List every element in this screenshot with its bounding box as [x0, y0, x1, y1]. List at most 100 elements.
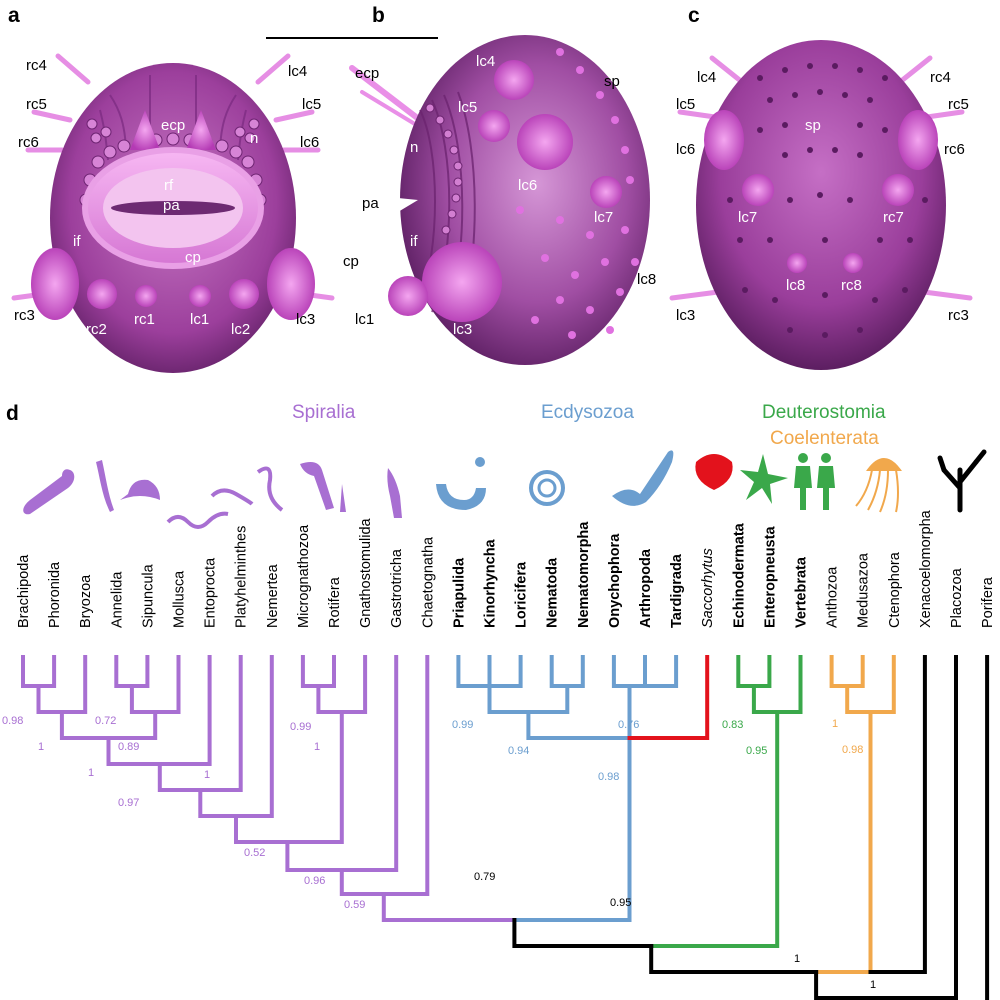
tree-branch-ecdysozoa — [549, 655, 585, 688]
label-a-rc3: rc3 — [14, 307, 35, 324]
taxon-label-anthozoa: Anthozoa — [825, 566, 841, 628]
taxon-label-rotifera: Rotifera — [327, 576, 343, 628]
fossil-c-spines — [669, 55, 973, 301]
taxon-label-sipuncula: Sipuncula — [140, 563, 156, 628]
jellyfish-silhouette — [855, 458, 902, 513]
fossil-a-lower-cones — [31, 248, 315, 320]
support-value: 0.96 — [304, 875, 325, 887]
flatworm-silhouette — [210, 488, 254, 506]
panel-letter-b: b — [372, 4, 385, 27]
tree-branch-saccorhytus — [627, 655, 710, 740]
taxon-label-arthropoda: Arthropoda — [638, 548, 654, 628]
label-b-pa: pa — [362, 195, 379, 212]
fossil-c-body — [696, 40, 946, 370]
taxon-label-kinorhyncha: Kinorhyncha — [483, 538, 499, 628]
nemertean-silhouette — [256, 466, 284, 512]
taxon-label-brachipoda: Brachipoda — [16, 554, 32, 628]
label-a-ecp: ecp — [161, 117, 185, 134]
taxon-label-platyhelminthes: Platyhelminthes — [234, 526, 250, 628]
gastrotrich-silhouette — [387, 468, 402, 518]
support-value: 0.98 — [598, 771, 619, 783]
tree-branch-deuterostomia — [736, 655, 772, 688]
taxon-label-annelida: Annelida — [109, 571, 125, 628]
label-a-rc6: rc6 — [18, 134, 39, 151]
tree-branch-deuterostomia — [649, 710, 780, 948]
human-silhouettes — [794, 453, 835, 510]
panel-letter-a: a — [8, 4, 20, 27]
label-a-lc6: lc6 — [300, 134, 319, 151]
label-c-lc7: lc7 — [738, 209, 757, 226]
taxon-label-mollusca: Mollusca — [172, 570, 188, 628]
tree-branch-spiralia — [300, 655, 336, 688]
support-value: 0.79 — [474, 871, 495, 883]
label-c-rc5: rc5 — [948, 96, 969, 113]
fossil-a-ecp-right — [186, 110, 216, 150]
tree-branch-spiralia — [114, 655, 150, 688]
taxon-label-nemertea: Nemertea — [265, 563, 281, 628]
taxon-label-nematoda: Nematoda — [545, 557, 561, 628]
panel-letter-c: c — [688, 4, 700, 27]
clade-label-deuterostomia: Deuterostomia — [762, 402, 886, 423]
nematode-coil — [537, 478, 557, 498]
support-value: 0.94 — [508, 745, 529, 757]
taxon-label-echinodermata: Echinodermata — [731, 522, 747, 628]
support-value: 1 — [794, 953, 800, 965]
label-a-rc4: rc4 — [26, 57, 47, 74]
spiralian-silhouettes — [23, 460, 402, 529]
fossil-b-cones — [388, 60, 622, 322]
fossil-b-labels: ecp lc4 sp lc5 n lc6 pa lc7 if cp lc8 lc… — [343, 53, 656, 338]
taxon-label-loricifera: Loricifera — [514, 561, 530, 628]
support-value: 0.98 — [842, 744, 863, 756]
label-c-rc3: rc3 — [948, 307, 969, 324]
support-value: 0.72 — [95, 715, 116, 727]
taxon-label-entoprocta: Entoprocta — [203, 557, 219, 628]
taxon-label-xenacoelomorpha: Xenacoelomorpha — [918, 509, 934, 628]
snail-silhouette — [120, 479, 160, 500]
tree-branch-spiralia — [21, 655, 57, 688]
taxon-label-onychophora: Onychophora — [607, 533, 623, 628]
label-c-lc5: lc5 — [676, 96, 695, 113]
support-value: 1 — [88, 767, 94, 779]
label-a-lc1: lc1 — [190, 311, 209, 328]
ecdysozoan-silhouettes — [436, 450, 674, 510]
tree-branch-outgroup — [814, 655, 958, 1000]
tree-branch-ecdysozoa — [526, 710, 632, 740]
label-b-lc7: lc7 — [594, 209, 613, 226]
support-value: 0.83 — [722, 719, 743, 731]
annelid-silhouette — [96, 460, 114, 512]
tree-branch-outgroup — [649, 944, 819, 974]
taxon-label-gnathostomulida: Gnathostomulida — [358, 517, 374, 628]
fossil-b-small-spines — [516, 48, 639, 339]
tree-branch-spiralia — [157, 655, 243, 792]
label-b-lc5: lc5 — [458, 99, 477, 116]
taxon-label-micrognathozoa: Micrognathozoa — [296, 524, 312, 628]
taxon-label-gastrotricha: Gastrotricha — [389, 548, 405, 628]
phylogenetic-tree — [21, 655, 990, 1000]
support-value: 0.59 — [344, 899, 365, 911]
label-b-if: if — [410, 233, 418, 250]
fossil-a-ecp-left — [130, 110, 160, 150]
label-a-lc3: lc3 — [296, 311, 315, 328]
label-a-rc5: rc5 — [26, 96, 47, 113]
tree-branch-spiralia — [234, 710, 344, 844]
label-a-pa: pa — [163, 197, 180, 214]
starfish-silhouette — [740, 454, 788, 504]
support-values: 0.98 0.72 0.89 1 1 0.97 1 0.99 1 0.52 0.… — [2, 715, 876, 991]
fly-silhouette — [612, 450, 674, 506]
label-c-sp: sp — [805, 117, 821, 134]
label-c-rc4: rc4 — [930, 69, 951, 86]
label-a-n: n — [250, 130, 258, 147]
panel-b: b — [343, 4, 656, 365]
label-c-lc8: lc8 — [786, 277, 805, 294]
taxon-label-tardigrada: Tardigrada — [669, 553, 685, 628]
taxon-label-priapulida: Priapulida — [451, 557, 467, 628]
entoproct-silhouette — [166, 511, 229, 529]
label-b-sp: sp — [604, 73, 620, 90]
label-a-rf: rf — [164, 177, 174, 194]
priapulid-silhouette — [436, 484, 486, 510]
label-a-lc4: lc4 — [288, 63, 307, 80]
label-a-cp: cp — [185, 249, 201, 266]
label-b-lc1: lc1 — [355, 311, 374, 328]
taxon-label-bryozoa: Bryozoa — [78, 574, 94, 628]
